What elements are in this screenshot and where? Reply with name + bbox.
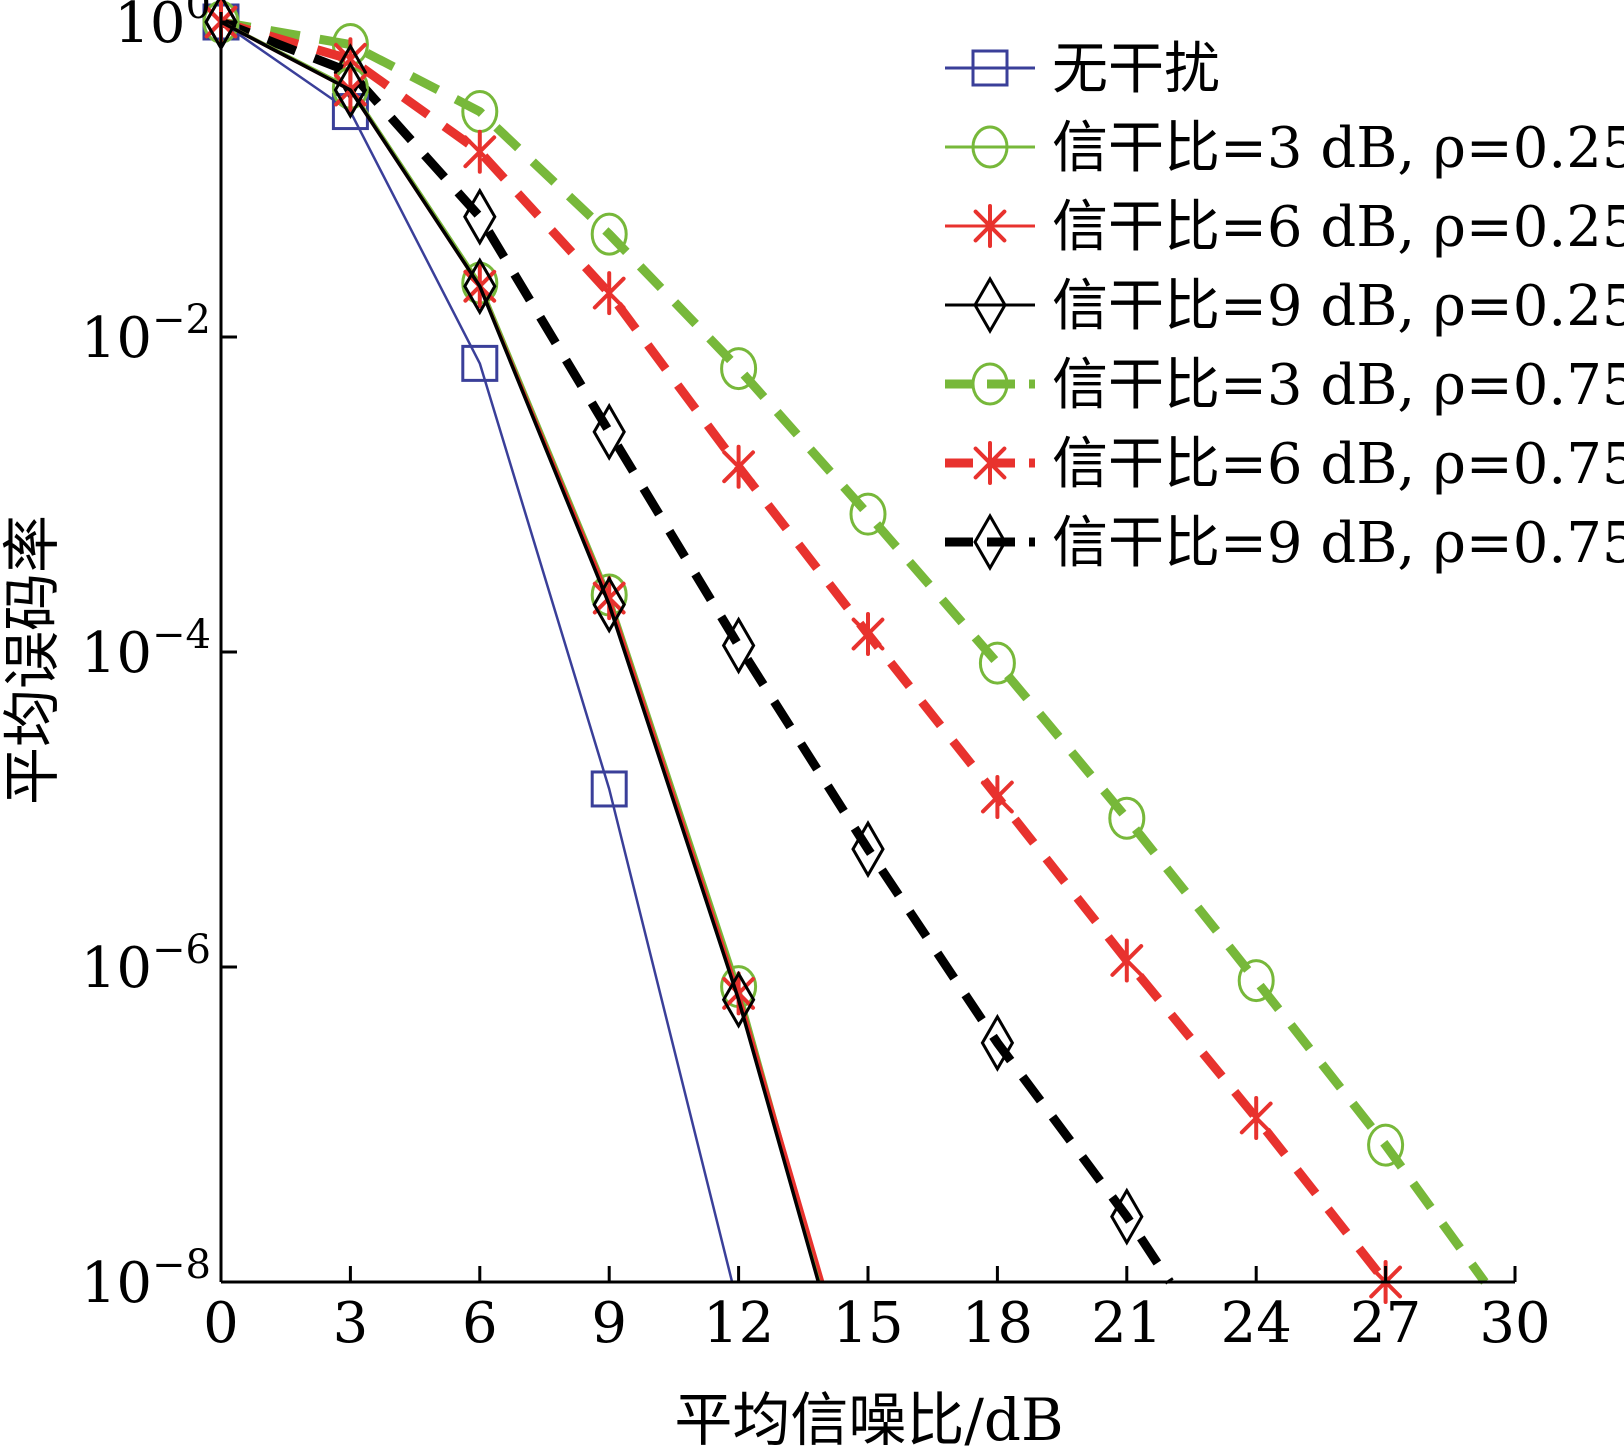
data-point (592, 402, 626, 461)
series-line (220, 20, 734, 1283)
x-tick-label: 6 (462, 1291, 498, 1356)
data-point (1110, 1187, 1144, 1246)
data-point (463, 129, 497, 174)
x-tick-label: 15 (832, 1291, 903, 1356)
data-point (461, 344, 499, 382)
x-axis: 0 3 6 9 12 15 18 21 24 27 30 (203, 1266, 1551, 1356)
legend-entry: 信干比=3 dB, ρ=0.25 (945, 116, 1624, 181)
y-axis-label: 平均误码率 (0, 515, 66, 805)
plot-area (202, 0, 1489, 1304)
legend-label: 信干比=6 dB, ρ=0.25 (1052, 195, 1624, 260)
data-point (720, 347, 758, 391)
series-line (219, 17, 1174, 1285)
data-point (722, 971, 755, 1016)
data-point (981, 775, 1014, 820)
x-tick-label: 24 (1221, 1291, 1292, 1356)
data-point (1110, 938, 1144, 983)
legend-entry: 信干比=6 dB, ρ=0.75 (945, 432, 1624, 497)
x-tick-label: 0 (203, 1291, 239, 1356)
data-point (463, 257, 497, 316)
legend-label: 信干比=9 dB, ρ=0.25 (1052, 274, 1624, 339)
legend-entry: 信干比=6 dB, ρ=0.25 (945, 195, 1624, 260)
data-point (978, 641, 1016, 685)
data-point (980, 1013, 1015, 1072)
data-point (590, 212, 628, 256)
data-point (721, 970, 756, 1029)
legend-label: 信干比=6 dB, ρ=0.75 (1052, 432, 1624, 497)
y-tick-label: 10−4 (81, 612, 211, 686)
x-tick-label: 3 (333, 1291, 369, 1356)
series-line (219, 17, 1390, 1285)
legend-entry: 信干比=3 dB, ρ=0.75 (945, 353, 1624, 418)
series-3 (204, 0, 825, 1283)
data-point (333, 61, 368, 120)
x-tick-label: 30 (1479, 1291, 1550, 1356)
legend-label: 信干比=3 dB, ρ=0.25 (1052, 116, 1624, 181)
data-point (1108, 796, 1146, 840)
data-point (592, 271, 626, 316)
legend-label: 无干扰 (1052, 37, 1220, 102)
legend-entry: 信干比=9 dB, ρ=0.75 (945, 511, 1624, 576)
y-tick-label: 10−6 (81, 927, 211, 1001)
x-tick-label: 9 (591, 1291, 627, 1356)
y-axis: 100 10−2 10−4 10−6 10−8 (81, 0, 237, 1316)
legend-entry: 信干比=9 dB, ρ=0.25 (945, 274, 1624, 339)
series-line (220, 20, 825, 1283)
legend-marker (971, 125, 1009, 169)
x-tick-label: 27 (1350, 1291, 1421, 1356)
series-1 (202, 3, 734, 1283)
data-point (592, 575, 626, 634)
data-point (851, 820, 885, 879)
x-tick-label: 21 (1091, 1291, 1162, 1356)
y-tick-label: 10−8 (81, 1242, 211, 1316)
series-line (220, 20, 823, 1283)
y-tick-label: 10−2 (81, 297, 211, 371)
data-point (463, 187, 497, 246)
y-tick-label: 100 (114, 0, 211, 56)
legend-marker (973, 275, 1007, 335)
data-point (1239, 1095, 1273, 1140)
legend-marker (973, 512, 1007, 572)
x-tick-label: 12 (703, 1291, 774, 1356)
data-point (592, 576, 626, 621)
series-line (220, 20, 821, 1283)
series-line (220, 17, 1489, 1285)
x-axis-label: 平均信噪比/dB (674, 1386, 1063, 1450)
legend-label: 信干比=3 dB, ρ=0.75 (1052, 353, 1624, 418)
legend-marker (973, 204, 1007, 248)
x-tick-label: 18 (962, 1291, 1033, 1356)
legend-entry: 无干扰 (945, 37, 1220, 102)
series-7 (204, 0, 1174, 1285)
data-point (722, 444, 755, 489)
data-point (590, 770, 628, 808)
data-point (721, 616, 756, 675)
data-point (849, 492, 887, 536)
legend-label: 信干比=9 dB, ρ=0.75 (1052, 511, 1624, 576)
data-point (851, 612, 885, 657)
legend-marker (971, 49, 1009, 87)
legend-marker (973, 441, 1007, 485)
data-point (1237, 959, 1275, 1003)
series-2 (202, 0, 823, 1283)
data-point (1367, 1123, 1405, 1167)
legend-marker (971, 362, 1009, 406)
series-5 (202, 0, 1489, 1285)
